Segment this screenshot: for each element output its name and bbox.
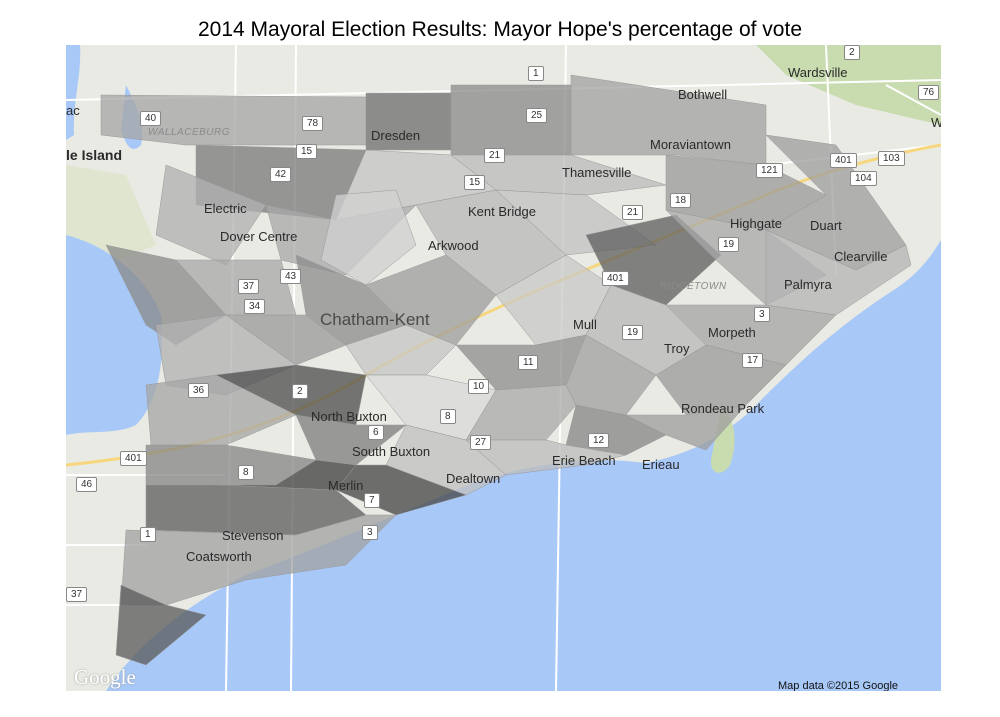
region <box>145 374 297 446</box>
road-shield: 46 <box>76 477 98 492</box>
road-shield: 19 <box>718 237 740 252</box>
map-graphics <box>66 45 941 691</box>
label-wardsville: Wardsville <box>788 65 848 80</box>
label-w: W <box>931 115 941 130</box>
road-shield: 11 <box>518 355 539 370</box>
google-logo: Google <box>74 665 136 689</box>
road-shield: 78 <box>302 116 324 131</box>
road-shield: 2 <box>292 384 308 399</box>
label-north-buxton: North Buxton <box>311 409 387 424</box>
road-shield: 17 <box>742 353 764 368</box>
region <box>570 74 767 166</box>
road-shield: 19 <box>622 325 644 340</box>
choropleth-regions <box>100 74 912 666</box>
label-wallaceburg: WALLACEBURG <box>148 127 231 138</box>
label-highgate: Highgate <box>730 216 783 231</box>
road-shield: 1 <box>140 527 156 542</box>
region <box>450 84 572 156</box>
region <box>100 94 367 146</box>
label-south-buxton: South Buxton <box>352 444 431 459</box>
region <box>450 154 667 196</box>
road-shield: 15 <box>464 175 486 190</box>
road-shield: 2 <box>844 45 860 60</box>
region <box>465 439 627 476</box>
label-erie-beach: Erie Beach <box>552 453 616 468</box>
road-shield: 3 <box>754 307 770 322</box>
label-dover-centre: Dover Centre <box>220 229 298 244</box>
label-ac: ac <box>66 103 80 118</box>
label-palmyra: Palmyra <box>784 277 832 292</box>
road-shield: 103 <box>878 151 905 166</box>
road-shield: 121 <box>756 163 783 178</box>
road-shield: 3 <box>362 525 378 540</box>
river <box>66 45 81 140</box>
road-shield: 40 <box>140 111 162 126</box>
road-shield: 37 <box>66 587 88 602</box>
road-shield: 37 <box>238 279 260 294</box>
park-area <box>756 45 941 125</box>
region <box>385 424 507 496</box>
label-clearville: Clearville <box>834 249 888 264</box>
rondeau-park <box>710 410 735 473</box>
map-canvas[interactable]: Wardsville Bothwell Moraviantown Dresden… <box>66 45 941 691</box>
road-shield: 25 <box>526 108 548 123</box>
road-shield: 401 <box>830 153 857 168</box>
road-shield: 34 <box>244 299 266 314</box>
label-mull: Mull <box>573 317 597 332</box>
region <box>365 254 497 346</box>
lake-erie <box>106 240 941 691</box>
road-shield: 42 <box>270 167 292 182</box>
road-shield: 27 <box>470 435 492 450</box>
road-shield: 104 <box>850 171 877 186</box>
label-merlin: Merlin <box>328 478 364 493</box>
road-shield: 8 <box>238 465 254 480</box>
label-arkwood: Arkwood <box>428 238 479 253</box>
road-shield: 21 <box>484 148 506 163</box>
label-chatham-kent: Chatham-Kent <box>320 310 430 329</box>
road-shield: 7 <box>364 493 380 508</box>
label-electric: Electric <box>204 201 247 216</box>
road-shield: 36 <box>188 383 210 398</box>
label-morpeth: Morpeth <box>708 325 756 340</box>
road-shield: 6 <box>368 425 384 440</box>
label-coatsworth: Coatsworth <box>186 549 252 564</box>
label-erieau: Erieau <box>642 457 680 472</box>
road-shield: 10 <box>468 379 490 394</box>
road-shield: 1 <box>528 66 544 81</box>
label-troy: Troy <box>664 341 690 356</box>
label-dealtown: Dealtown <box>446 471 501 486</box>
region <box>320 189 417 286</box>
road-shield: 21 <box>622 205 644 220</box>
label-dresden: Dresden <box>371 128 421 143</box>
road-shield: 76 <box>918 85 940 100</box>
region <box>665 304 837 366</box>
road-shield: 15 <box>296 144 318 159</box>
region <box>115 584 207 666</box>
label-moraviantown: Moraviantown <box>650 137 731 152</box>
road-shield: 43 <box>280 269 302 284</box>
map-title: 2014 Mayoral Election Results: Mayor Hop… <box>198 18 802 41</box>
region <box>465 384 577 441</box>
label-duart: Duart <box>810 218 842 233</box>
region <box>625 404 747 451</box>
label-ridgetown: RIDGETOWN <box>660 281 727 292</box>
road-shield: 401 <box>602 271 629 286</box>
label-kent-bridge: Kent Bridge <box>468 204 536 219</box>
label-bothwell: Bothwell <box>678 87 728 102</box>
label-walpole-island: le Island <box>66 147 123 163</box>
region <box>345 324 457 376</box>
road-shield: 12 <box>588 433 610 448</box>
map-attribution[interactable]: Map data ©2015 Google <box>778 680 899 691</box>
road-shield: 401 <box>120 451 147 466</box>
road-shield: 8 <box>440 409 456 424</box>
road-shield: 18 <box>670 193 692 208</box>
label-rondeau-park: Rondeau Park <box>681 401 765 416</box>
label-thamesville: Thamesville <box>562 165 632 180</box>
label-stevenson: Stevenson <box>222 528 284 543</box>
